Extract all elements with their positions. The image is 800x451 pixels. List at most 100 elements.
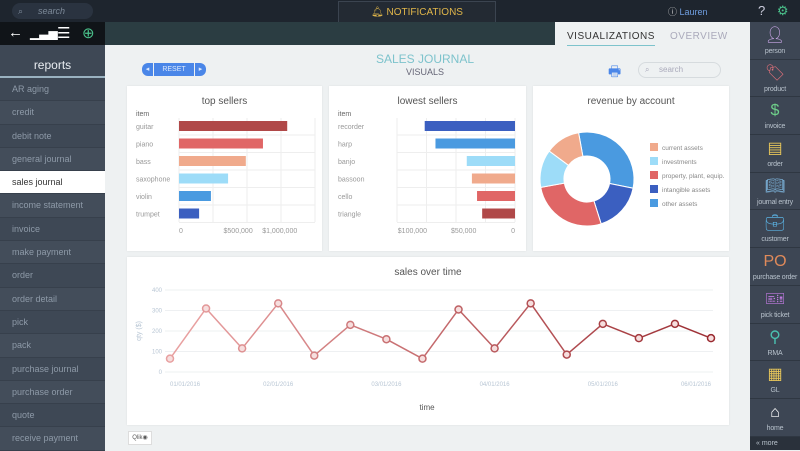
global-search-input[interactable]: ⌕ search [12,3,93,19]
line-segment [205,307,243,349]
x-tick-label: 03/01/2016 [371,382,402,388]
home-icon: ⌂ [770,403,780,421]
x-tick-label: 0 [179,228,183,235]
reset-button[interactable]: RESET [154,63,194,76]
bar-saxophone [179,173,229,184]
tab-overview[interactable]: OVERVIEW [670,31,728,42]
journal-entry-icon: 📖︎ [764,177,786,195]
order-icon: ▤ [767,140,783,158]
nav-invoice[interactable]: $ invoice [750,97,800,136]
sidebar-item[interactable]: purchase order [0,380,105,405]
data-point [310,351,319,360]
category-label: recorder [338,124,365,131]
next-icon[interactable]: ▸ [195,63,206,76]
print-icon[interactable]: 🖶︎ [608,63,622,79]
sidebar-item[interactable]: AR aging [0,78,105,102]
back-arrow-icon[interactable]: ← [8,24,23,41]
line-segment [674,323,712,339]
y-tick-label: 300 [152,309,163,315]
x-tick-label: 04/01/2016 [480,382,511,388]
invoice-icon: $ [770,102,780,120]
list-icon[interactable]: ☰ [57,25,71,42]
sidebar-item[interactable]: order [0,264,105,288]
y-tick-label: 200 [152,329,163,335]
sidebar-item[interactable]: order detail [0,287,105,311]
nav-RMA[interactable]: ⚲ RMA [750,324,800,362]
sidebar-item[interactable]: purchase journal [0,358,105,381]
sidebar-item[interactable]: credit [0,101,105,125]
product-icon: 🏷︎ [764,64,786,82]
nav-label: home [766,424,784,432]
nav-product[interactable]: 🏷︎ product [750,60,800,98]
sidebar-item[interactable]: income statement [0,194,105,218]
tab-visualizations[interactable]: VISUALIZATIONS [567,31,655,46]
line-segment [638,323,676,339]
data-point [562,350,571,359]
sidebar-item[interactable]: quote [0,404,105,428]
nav-GL[interactable]: ▦ GL [750,361,800,399]
y-tick-label: 400 [152,288,163,294]
nav-pick-ticket[interactable]: 🎫︎ pick ticket [750,286,800,324]
sidebar-item[interactable]: receive payment [0,427,105,451]
category-label: bassoon [338,177,365,184]
visual-search-input[interactable]: ⌕ search [638,62,721,78]
legend-swatch [650,171,658,179]
sidebar-item[interactable]: debit note [0,125,105,148]
user-menu[interactable]: ⓘ Lauren [668,5,708,18]
slice-other-assets [578,131,635,189]
category-label: cello [338,194,353,201]
more-button[interactable]: « more [750,437,800,450]
category-label: saxophone [136,177,170,184]
nav-label: pick ticket [760,311,790,319]
sidebar-item[interactable]: pick [0,311,105,335]
nav-customer[interactable]: 💼︎ customer [750,210,800,249]
category-label: harp [338,142,352,149]
nav-journal-entry[interactable]: 📖︎ journal entry [750,173,800,211]
data-point [346,320,355,330]
notifications-button[interactable]: 🔔︎ NOTIFICATIONS [338,1,496,22]
chart-title: top sellers [201,96,248,107]
question-circle-icon[interactable]: ? [758,3,766,18]
legend-swatch [650,199,658,207]
sidebar-item[interactable]: invoice [0,218,105,242]
nav-label: RMA [767,349,783,357]
line-segment [386,338,423,360]
category-header: item [338,111,351,118]
nav-order[interactable]: ▤ order [750,135,800,173]
nav-label: purchase order [752,274,798,282]
nav-purchase-order[interactable]: PO purchase order [750,248,800,286]
sidebar-item[interactable]: sales journal [0,171,105,195]
sidebar-item[interactable]: pack [0,334,105,358]
nav-label: customer [761,236,789,244]
user-name: Lauren [679,7,708,17]
bar-piano [179,138,263,149]
gear-icon[interactable]: ⚙ [776,3,789,18]
bar-chart-icon[interactable]: ▁▃▅ [30,26,58,40]
bar-bass [179,156,246,166]
line-segment [313,324,351,357]
GL-icon: ▦ [767,366,783,384]
legend-swatch [650,143,658,151]
sidebar-item[interactable]: make payment [0,241,105,265]
person-icon: 👤︎ [764,27,786,44]
line-segment [457,308,496,349]
category-label: guitar [136,124,154,131]
search-icon: ⌕ [645,65,650,74]
prev-icon[interactable]: ◂ [142,63,153,76]
nav-label: GL [770,387,780,395]
add-circle-icon[interactable]: ⊕ [82,25,95,42]
sidebar-item[interactable]: general journal [0,147,105,172]
nav-home[interactable]: ⌂ home [750,399,800,437]
slice-current-assets [548,132,584,167]
nav-label: invoice [764,123,786,131]
line-segment [241,302,279,349]
chart-title: lowest sellers [397,96,458,107]
reset-control: ◂ RESET ▸ [142,63,206,76]
bar-bassoon [471,173,515,184]
nav-person[interactable]: 👤︎ person [750,22,800,60]
data-point [273,299,283,308]
page-subtitle: VISUALS [405,67,445,77]
slice-property [540,182,602,227]
data-point [237,344,247,353]
nav-label: product [764,85,786,93]
